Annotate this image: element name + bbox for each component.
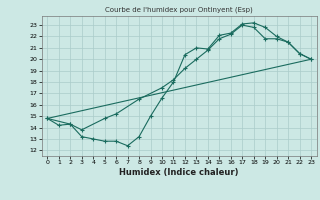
X-axis label: Humidex (Indice chaleur): Humidex (Indice chaleur) — [119, 168, 239, 177]
Title: Courbe de l'humidex pour Ontinyent (Esp): Courbe de l'humidex pour Ontinyent (Esp) — [105, 7, 253, 13]
